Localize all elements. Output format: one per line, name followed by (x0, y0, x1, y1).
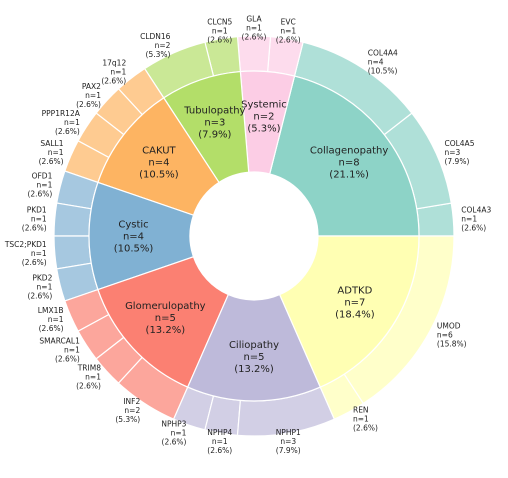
wedge-collagenopathy (268, 75, 420, 237)
label-nphp3: NPHP3 n=1 (2.6%) (161, 419, 186, 446)
label-tsc2-pkd1: TSC2;PKD1 n=1 (2.6%) (4, 240, 47, 267)
inner-labels: Collagenopathy n=8 (21.1%) Systemic n=2 (5.3%… (114, 99, 389, 375)
label-collagenopathy: Collagenopathy n=8 (21.1%) (310, 145, 388, 180)
label-inf2: INF2 n=2 (5.3%) (115, 397, 140, 424)
label-sall1: SALL1 n=1 (2.6%) (39, 139, 64, 166)
wedge-ciliopathy (186, 293, 322, 402)
inner-ring (88, 70, 420, 402)
label-pkd1: PKD1 n=1 (2.6%) (22, 205, 47, 232)
label-ofd1: OFD1 n=1 (2.6%) (27, 172, 52, 199)
label-adtkd: ADTKD n=7 (18.4%) (335, 285, 375, 320)
label-col4a4: COL4A4 n=4 (10.5%) (368, 48, 398, 75)
label-cystic: Cystic n=4 (10.5%) (114, 220, 154, 255)
label-evc: EVC n=1 (2.6%) (276, 17, 301, 44)
label-trim8: TRIM8 n=1 (2.6%) (76, 363, 101, 390)
label-clcn5: CLCN5 n=1 (2.6%) (207, 17, 232, 44)
wedge-pkd1 (53, 202, 92, 237)
wedge-glomerulopathy (97, 256, 230, 388)
label-ppp1r12a: PPP1R12A n=1 (2.6%) (42, 109, 81, 136)
label-lmx1b: LMX1B n=1 (2.6%) (38, 306, 64, 333)
outer-labels: COL4A3 n=1 (2.6%) COL4A5 n=3 (7.9%) COL4A4 n=4(… (4, 15, 492, 455)
label-cldn16: CLDN16 n=2 (5.3%) (140, 32, 171, 59)
label-ren: REN n=1 (2.6%) (353, 406, 378, 433)
label-17q12: 17q12 n=1 (2.6%) (101, 58, 126, 85)
label-pax2: PAX2 n=1 (2.6%) (76, 82, 101, 109)
label-col4a5: COL4A5 n=3 (7.9%) (444, 139, 474, 166)
wedge-adtkd (278, 235, 420, 388)
label-nphp1: NPHP1 n=3 (7.9%) (276, 428, 301, 455)
label-glomerulopathy: Glomerulopathy n=5 (13.2%) (125, 301, 206, 336)
label-ciliopathy: Ciliopathy n=5 (13.2%) (229, 340, 279, 375)
label-smarcal1: SMARCAL1 n=1 (2.6%) (39, 336, 80, 363)
label-pkd2: PKD2 n=1 (2.6%) (27, 274, 52, 301)
label-systemic: Systemic n=2 (5.3%) (241, 99, 287, 134)
label-gla: GLA n=1 (2.6%) (242, 15, 267, 42)
label-col4a3: COL4A3 n=1 (2.6%) (461, 205, 491, 232)
label-nphp4: NPHP4 n=1 (2.6%) (207, 428, 232, 455)
label-tubulopathy: Tubulopathy n=3 (7.9%) (183, 106, 245, 141)
label-cakut: CAKUT n=4 (10.5%) (139, 145, 179, 180)
label-umod: UMOD n=6 (15.8%) (437, 322, 467, 349)
